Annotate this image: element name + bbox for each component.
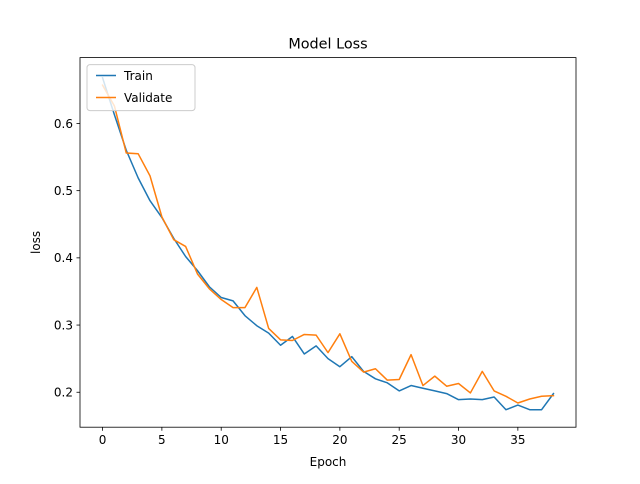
x-tick-label: 30 — [451, 433, 466, 447]
x-axis-ticks: 0 5 10 15 20 25 30 35 — [99, 427, 525, 447]
y-tick-label: 0.4 — [54, 251, 73, 265]
legend: Train Validate — [86, 64, 196, 112]
series-line-validate — [101, 84, 555, 404]
y-tick-label: 0.5 — [54, 184, 73, 198]
x-tick-label: 15 — [273, 433, 288, 447]
x-tick-label: 5 — [158, 433, 166, 447]
legend-label-validate: Validate — [124, 91, 172, 105]
x-tick-label: 0 — [99, 433, 107, 447]
x-tick-label: 35 — [510, 433, 525, 447]
y-tick-label: 0.6 — [54, 117, 73, 131]
chart-title: Model Loss — [288, 37, 367, 53]
y-axis-ticks: 0.2 0.3 0.4 0.5 0.6 — [54, 117, 80, 400]
x-tick-label: 10 — [214, 433, 229, 447]
series-line-train — [101, 76, 555, 411]
legend-label-train: Train — [123, 69, 153, 83]
y-tick-label: 0.2 — [54, 386, 73, 400]
x-tick-label: 25 — [392, 433, 407, 447]
x-tick-label: 20 — [332, 433, 347, 447]
y-axis-label: loss — [29, 231, 43, 254]
plot-area — [79, 57, 577, 428]
axes-frame — [79, 57, 577, 428]
series-lines — [101, 76, 555, 411]
y-tick-label: 0.3 — [54, 318, 73, 332]
x-axis-label: Epoch — [310, 455, 347, 469]
